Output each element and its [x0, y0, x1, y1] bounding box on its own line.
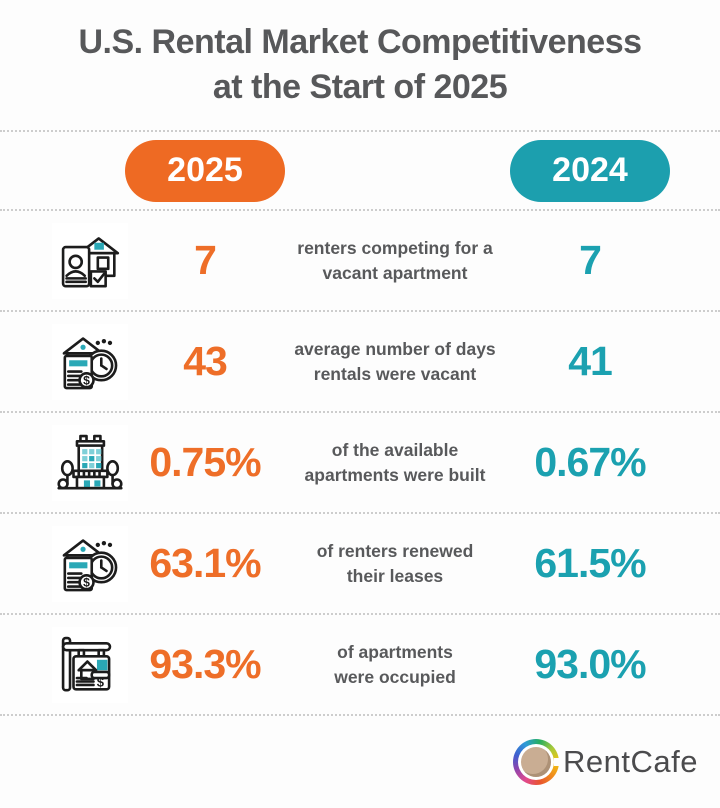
value-2025: 93.3% — [149, 641, 261, 687]
value-2024: 93.0% — [534, 641, 646, 687]
value-2024: 0.67% — [534, 439, 646, 485]
value-2024: 7 — [579, 237, 602, 283]
page-title-line-1: U.S. Rental Market Competitiveness — [78, 23, 642, 61]
page-title-line-2: at the Start of 2025 — [212, 68, 508, 106]
year-header-row: 2025 2024 — [0, 132, 720, 211]
row-description: average number of days rentals were vaca… — [294, 338, 496, 384]
svg-text:$: $ — [83, 373, 90, 387]
value-2024: 41 — [568, 338, 613, 384]
page-header: U.S. Rental Market Competitiveness at th… — [0, 0, 720, 132]
value-2025: 63.1% — [149, 540, 261, 586]
table-row: $ 63.1% of renters renewed their leases … — [0, 514, 720, 615]
row-description: of apartments were occupied — [334, 641, 456, 687]
for-rent-sign-icon: $ — [52, 626, 128, 703]
house-document-clock-icon: $ — [52, 525, 128, 602]
year-2025-badge: 2025 — [125, 139, 285, 202]
rentcafe-logo: RentCafe — [513, 739, 698, 785]
table-row: 0.75% of the available apartments were b… — [0, 413, 720, 514]
svg-text:$: $ — [97, 674, 105, 689]
year-2024-badge: 2024 — [510, 139, 670, 202]
value-2025: 0.75% — [149, 439, 261, 485]
footer: RentCafe — [0, 716, 720, 808]
table-row: $ 43 average number of days rentals were… — [0, 312, 720, 413]
table-row: 7 renters competing for a vacant apartme… — [0, 211, 720, 312]
svg-text:$: $ — [83, 575, 90, 589]
value-2025: 43 — [183, 338, 228, 384]
value-2025: 7 — [194, 237, 217, 283]
tenant-id-house-icon — [52, 222, 128, 299]
table-row: $ 93.3% of apartments were occupied 93.0… — [0, 615, 720, 716]
apartment-building-icon — [52, 424, 128, 501]
row-description: of renters renewed their leases — [316, 540, 474, 586]
house-document-clock-icon: $ — [52, 323, 128, 400]
rentcafe-logo-icon — [513, 739, 562, 785]
rentcafe-logo-text: RentCafe — [563, 744, 698, 779]
row-description: of the available apartments were built — [304, 439, 486, 485]
row-description: renters competing for a vacant apartment — [297, 237, 493, 283]
value-2024: 61.5% — [534, 540, 646, 586]
